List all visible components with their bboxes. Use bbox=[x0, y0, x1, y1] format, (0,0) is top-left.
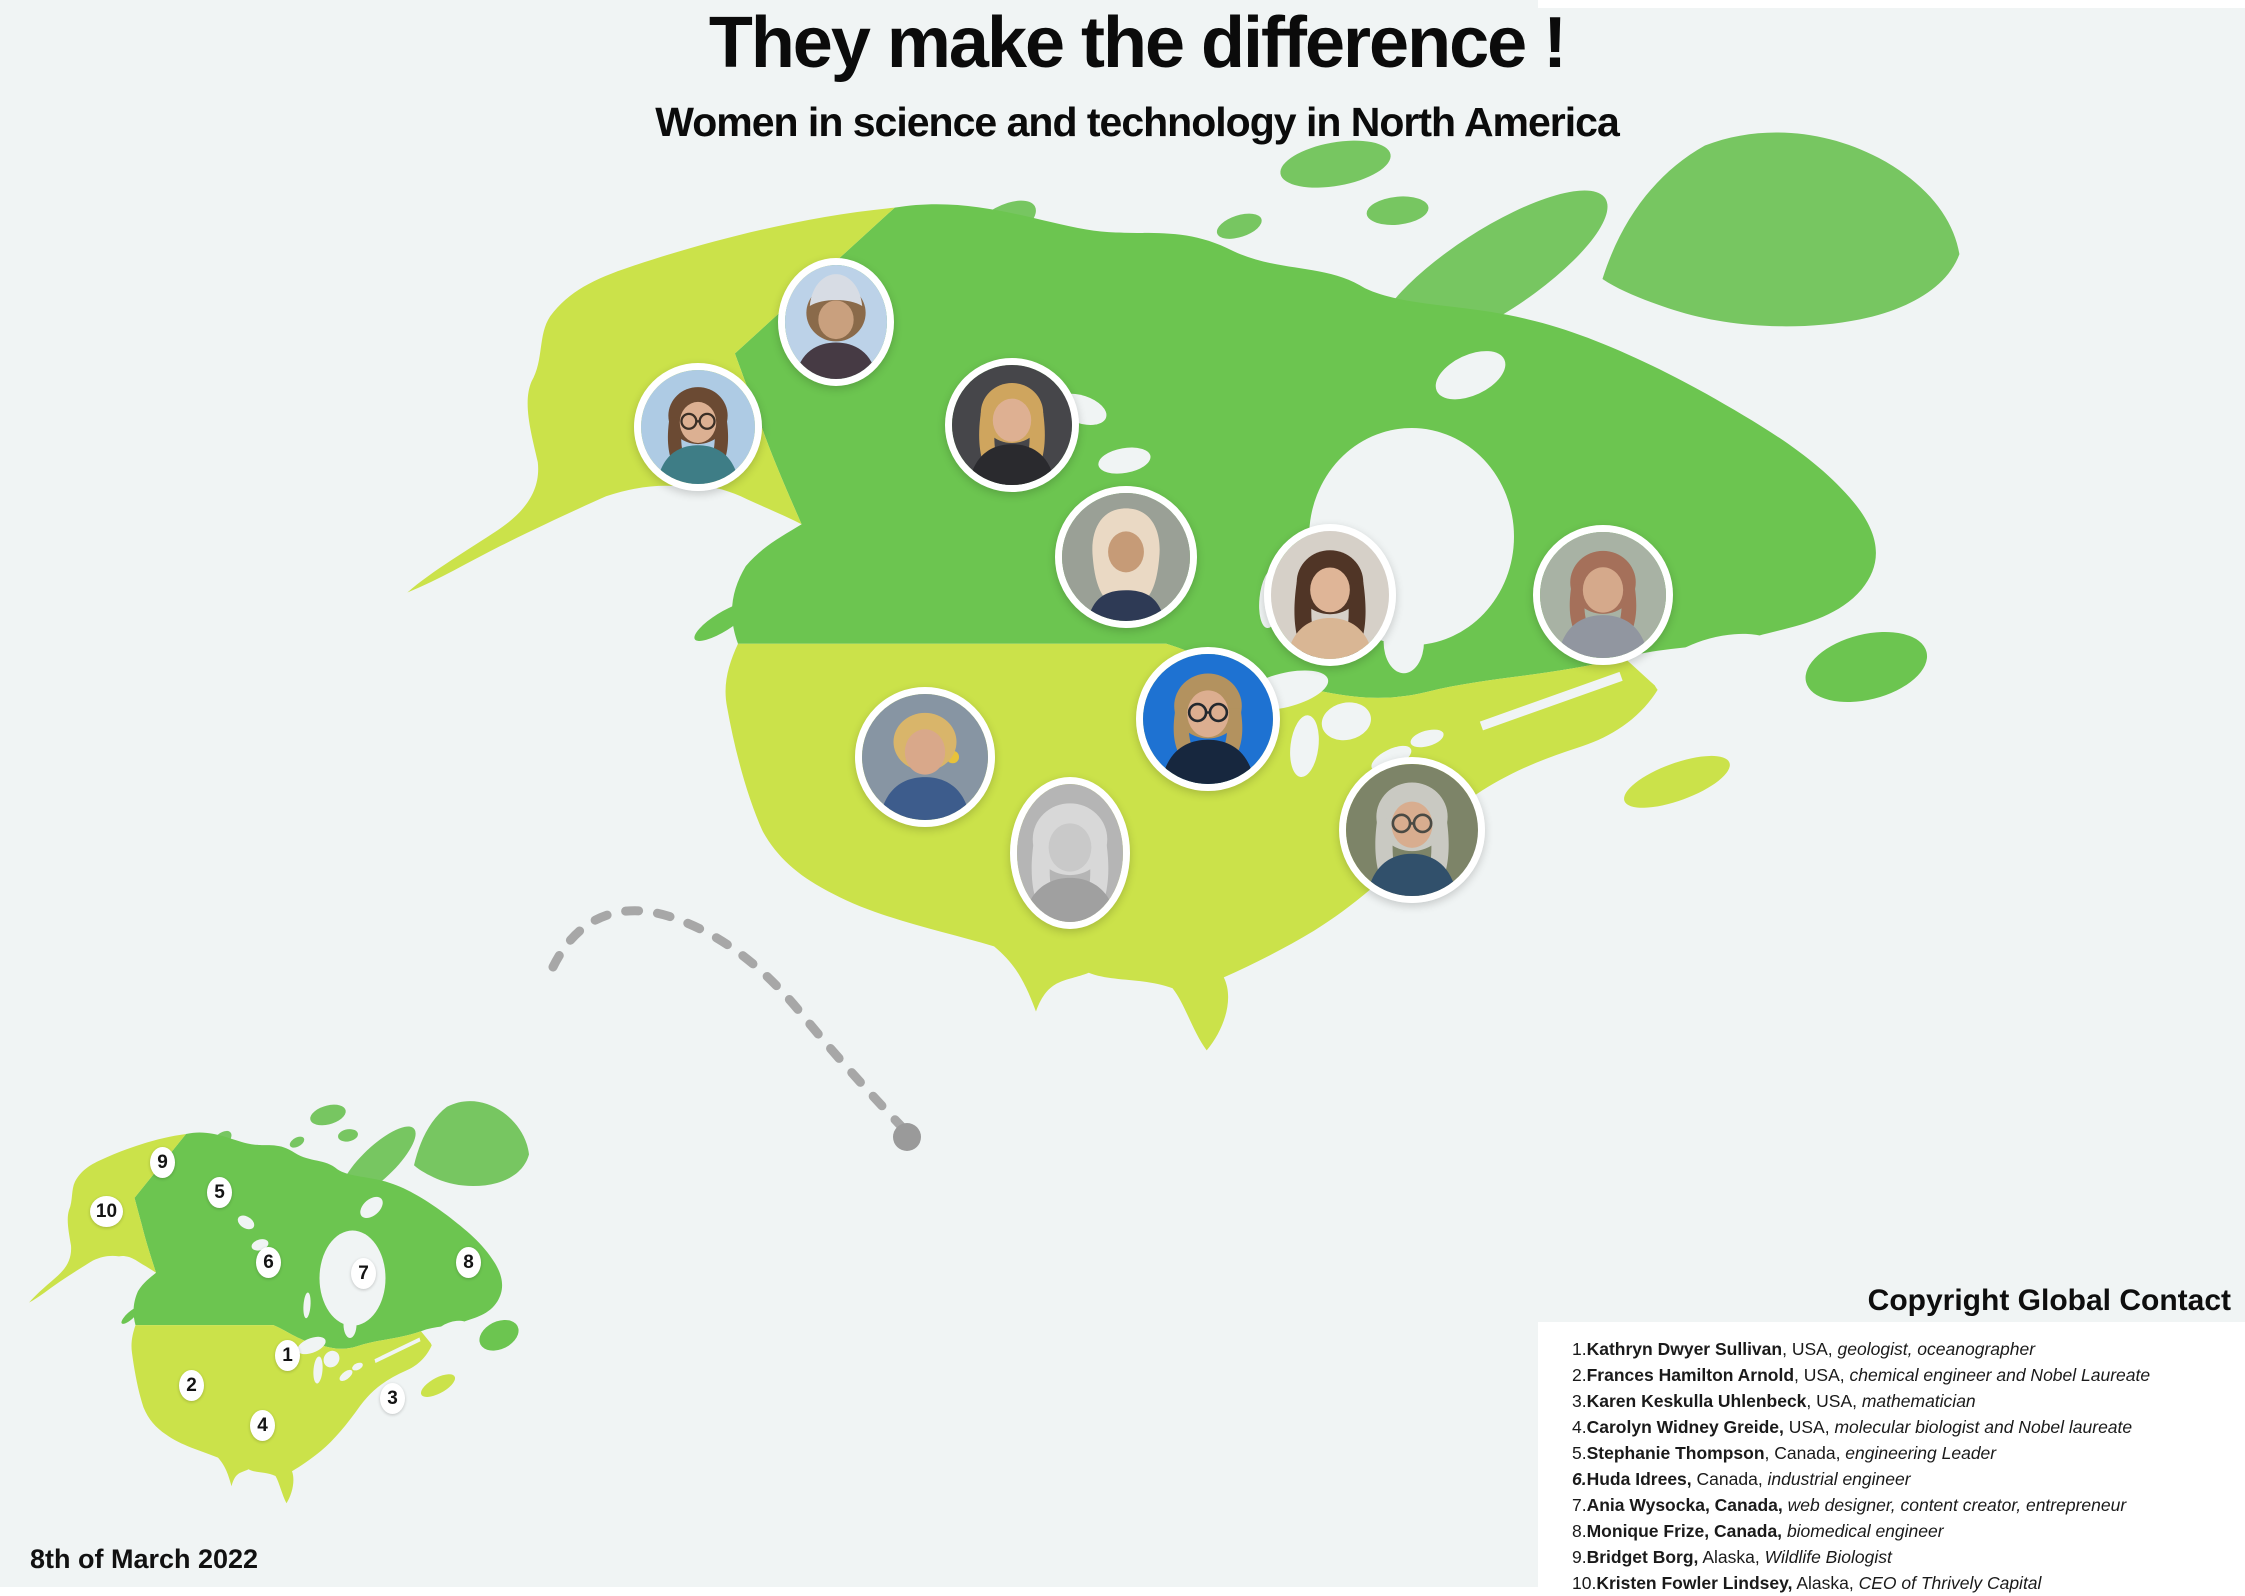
portrait-stephanie bbox=[952, 365, 1072, 485]
mini-map-marker-6: 6 bbox=[256, 1247, 281, 1278]
portrait-karen bbox=[1346, 764, 1478, 896]
photo-frances-hamilton-arnold bbox=[855, 687, 995, 827]
portrait-kristen bbox=[641, 370, 755, 484]
portrait-huda bbox=[1062, 493, 1190, 621]
portrait-kathryn bbox=[1143, 654, 1273, 784]
legend-entry-7: 7.Ania Wysocka, Canada, web designer, co… bbox=[1572, 1495, 2127, 1515]
portrait-bridget bbox=[785, 265, 887, 379]
mini-map-marker-1: 1 bbox=[275, 1340, 300, 1371]
page-subtitle: Women in science and technology in North… bbox=[655, 99, 1620, 145]
mini-map-marker-2: 2 bbox=[179, 1370, 204, 1401]
mini-map-marker-5: 5 bbox=[207, 1177, 232, 1208]
photo-huda-idrees bbox=[1055, 486, 1197, 628]
mini-map-marker-4: 4 bbox=[250, 1410, 275, 1441]
glasses-icon bbox=[680, 412, 716, 430]
page-title: They make the difference ! bbox=[708, 3, 1567, 83]
portrait-carolyn bbox=[1017, 784, 1123, 922]
legend-entry-4: 4.Carolyn Widney Greide, USA, molecular … bbox=[1572, 1417, 2133, 1437]
portrait-monique bbox=[1540, 532, 1666, 658]
mini-map-marker-8: 8 bbox=[456, 1247, 481, 1278]
legend-heading: Copyright Global Contact bbox=[1867, 1284, 2231, 1317]
photo-kristen-fowler-lindsey bbox=[634, 363, 762, 491]
legend-entry-2: 2.Frances Hamilton Arnold, USA, chemical… bbox=[1572, 1365, 2151, 1385]
top-right-white-strip bbox=[1538, 0, 2245, 8]
legend-panel: 1.Kathryn Dwyer Sullivan, USA, geologist… bbox=[1538, 1322, 2245, 1593]
glasses-icon bbox=[1391, 813, 1433, 834]
legend-entry-5: 5.Stephanie Thompson, Canada, engineerin… bbox=[1572, 1443, 1997, 1463]
photo-karen-keskulla-uhlenbeck bbox=[1339, 757, 1485, 903]
connector-end-dot bbox=[893, 1123, 921, 1151]
portrait-ania bbox=[1271, 531, 1389, 659]
portrait-frances bbox=[862, 694, 988, 820]
legend-entry-10: 10.Kristen Fowler Lindsey, Alaska, CEO o… bbox=[1572, 1573, 2042, 1593]
date-caption: 8th of March 2022 bbox=[30, 1544, 259, 1574]
legend-entry-3: 3.Karen Keskulla Uhlenbeck, USA, mathema… bbox=[1572, 1391, 1976, 1411]
photo-carolyn-widney-greide bbox=[1010, 777, 1130, 929]
mini-map-marker-7: 7 bbox=[351, 1258, 376, 1289]
mini-map-marker-9: 9 bbox=[150, 1147, 175, 1178]
legend-entry-1: 1.Kathryn Dwyer Sullivan, USA, geologist… bbox=[1572, 1339, 2036, 1359]
photo-stephanie-thompson bbox=[945, 358, 1079, 492]
mini-map-marker-10: 10 bbox=[90, 1196, 123, 1227]
mini-map bbox=[29, 1101, 529, 1503]
mini-map-marker-3: 3 bbox=[380, 1383, 405, 1414]
glasses-icon bbox=[1187, 702, 1229, 723]
legend-entry-6: 6.Huda Idrees, Canada, industrial engine… bbox=[1572, 1469, 1911, 1489]
legend-list: 1.Kathryn Dwyer Sullivan, USA, geologist… bbox=[1538, 1322, 2245, 1596]
legend-entry-8: 8.Monique Frize, Canada, biomedical engi… bbox=[1572, 1521, 1944, 1541]
photo-ania-wysocka bbox=[1264, 524, 1396, 666]
dashed-connector-arc bbox=[548, 906, 906, 1131]
photo-monique-frize bbox=[1533, 525, 1673, 665]
photo-kathryn-dwyer-sullivan bbox=[1136, 647, 1280, 791]
legend-entry-9: 9.Bridget Borg, Alaska, Wildlife Biologi… bbox=[1572, 1547, 1892, 1567]
photo-bridget-borg bbox=[778, 258, 894, 386]
